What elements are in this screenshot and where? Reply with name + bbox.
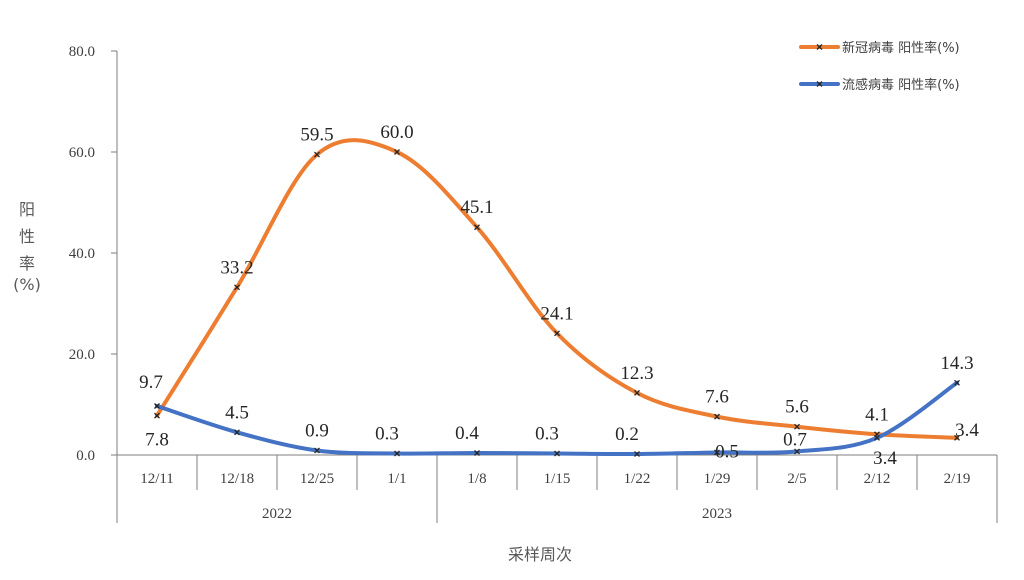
data-point-marker (154, 403, 160, 409)
data-label: 24.1 (540, 303, 573, 324)
data-point-marker (394, 450, 400, 457)
data-point-marker (954, 379, 960, 386)
x-tick-label: 2/5 (787, 471, 806, 487)
data-label: 5.6 (785, 397, 809, 418)
data-point-marker (314, 447, 320, 454)
legend-marker (816, 81, 823, 87)
data-label: 0.5 (715, 441, 739, 462)
data-label: 4.5 (225, 402, 249, 423)
data-label: 12.3 (620, 363, 653, 384)
data-point-marker (554, 450, 560, 457)
x-tick-label: 2/12 (864, 471, 891, 487)
y-tick-label: 0.0 (76, 448, 95, 464)
x-tick-label: 1/8 (467, 471, 486, 487)
legend-marker (816, 44, 823, 50)
data-point-marker (634, 451, 640, 457)
data-point-marker (634, 389, 640, 396)
legend-item-2: 流感病毒 阳性率(%) (799, 77, 960, 93)
data-point-marker (714, 413, 720, 420)
data-point-marker (714, 449, 720, 456)
data-point-marker (314, 151, 320, 158)
series-1 (154, 138, 960, 441)
data-point-marker (154, 412, 160, 419)
y-axis: 0.0 20.0 40.0 60.0 80.0 (69, 44, 118, 464)
data-label: 4.1 (865, 404, 889, 425)
data-point-marker (874, 434, 880, 441)
x-tick-label: 2/19 (944, 471, 971, 487)
data-point-marker (954, 434, 960, 441)
data-point-marker (394, 149, 400, 155)
data-label: 0.7 (783, 429, 807, 450)
data-label: 60.0 (380, 122, 413, 143)
x-tick-label: 1/29 (704, 471, 731, 487)
x-group-label: 2022 (262, 506, 292, 522)
data-label: 9.7 (139, 372, 163, 393)
series-2 (154, 379, 960, 457)
y-axis-title-char: (%) (13, 275, 41, 294)
x-group-label: 2023 (702, 506, 732, 522)
data-label: 0.3 (375, 423, 399, 444)
x-tick-label: 12/18 (220, 471, 254, 487)
x-tick-label: 1/1 (387, 471, 406, 487)
x-axis-title: 采样周次 (508, 545, 572, 564)
data-label: 7.6 (705, 387, 729, 408)
data-label: 14.3 (940, 353, 973, 374)
data-label: 59.5 (300, 125, 333, 146)
data-label: 0.2 (615, 424, 639, 445)
data-point-marker (234, 429, 240, 436)
y-axis-title-char: 阳 (19, 200, 35, 219)
x-tick-label: 1/22 (624, 471, 651, 487)
data-point-marker (794, 448, 800, 455)
data-label: 45.1 (460, 197, 493, 218)
x-axis: 12/11 12/18 12/25 1/1 1/8 1/15 1/22 1/29 2/5 2/12… (116, 454, 998, 523)
data-point-marker (234, 284, 240, 291)
y-tick-label: 40.0 (69, 246, 95, 262)
series-line (155, 138, 959, 440)
y-tick-label: 80.0 (69, 44, 95, 60)
y-axis-title: 阳性率 (%) (13, 200, 41, 294)
y-axis-title-char: 性 (19, 227, 35, 246)
data-point-marker (554, 330, 560, 337)
data-label: 0.3 (535, 423, 559, 444)
data-label: 0.4 (455, 423, 479, 444)
series-layer (154, 138, 960, 457)
data-label: 3.4 (873, 448, 897, 469)
legend-label: 新冠病毒 阳性率(%) (842, 40, 960, 56)
data-label: 3.4 (955, 420, 979, 441)
legend-label: 流感病毒 阳性率(%) (842, 77, 960, 93)
y-tick-label: 60.0 (69, 145, 95, 161)
x-tick-label: 1/15 (544, 471, 571, 487)
data-label: 33.2 (220, 257, 253, 278)
data-point-marker (474, 450, 480, 456)
x-tick-label: 12/11 (140, 471, 174, 487)
y-axis-title-char: 率 (19, 254, 35, 273)
data-point-marker (474, 224, 480, 231)
data-point-marker (794, 423, 800, 430)
x-tick-label: 12/25 (300, 471, 334, 487)
legend: 新冠病毒 阳性率(%) 流感病毒 阳性率(%) (799, 40, 960, 93)
y-tick-label: 20.0 (69, 347, 95, 363)
legend-item-1: 新冠病毒 阳性率(%) (799, 40, 960, 56)
data-labels: 7.8 33.2 59.5 60.0 45.1 24.1 12.3 7.6 5.6 4.1 3.4 9… (139, 122, 979, 469)
data-label: 0.9 (305, 420, 329, 441)
data-label: 7.8 (145, 430, 169, 451)
